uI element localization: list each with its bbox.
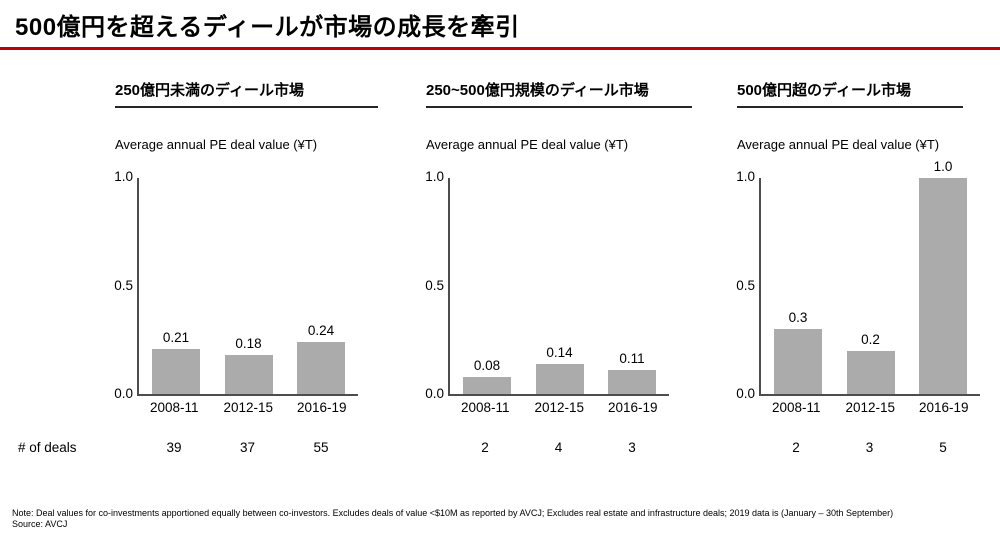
bar-value-label: 0.18 — [235, 336, 262, 351]
y-tick-label: 1.0 — [425, 169, 444, 184]
chart-panel-over-50b: 500億円超のディール市場 Average annual PE deal val… — [736, 80, 980, 455]
bar-value-label: 0.3 — [788, 310, 808, 325]
bar-group: 0.08 0.14 0.11 — [450, 178, 669, 394]
bar-2012-15 — [535, 364, 584, 394]
y-tick-label: 0.0 — [114, 386, 133, 401]
chart-title: 250~500億円規模のディール市場 — [426, 80, 692, 108]
bar-slot: 0.21 — [152, 178, 200, 394]
bar-slot: 1.0 — [919, 159, 967, 394]
deals-row-label: # of deals — [18, 440, 77, 455]
x-tick-label: 2008-11 — [461, 400, 510, 415]
bar-2012-15 — [846, 351, 895, 394]
y-tick-label: 0.0 — [425, 386, 444, 401]
deal-count: 5 — [939, 440, 947, 455]
bar-slot: 0.3 — [774, 178, 822, 394]
x-axis-labels: 2008-11 2012-15 2016-19 — [137, 400, 358, 415]
x-tick-label: 2008-11 — [772, 400, 821, 415]
y-tick-label: 0.5 — [736, 278, 755, 293]
chart-panel-25b-to-50b: 250~500億円規模のディール市場 Average annual PE dea… — [425, 80, 692, 455]
chart-panel-under-25b: 250億円未満のディール市場 Average annual PE deal va… — [114, 80, 378, 455]
x-tick-label: 2016-19 — [297, 400, 347, 415]
bar-slot: 0.18 — [224, 178, 273, 394]
bar-slot: 0.11 — [608, 178, 656, 394]
x-tick-label: 2008-11 — [150, 400, 199, 415]
plot-area: 1.0 0.5 0.0 0.08 0.14 0.11 — [425, 169, 669, 401]
bar-value-label: 0.08 — [473, 358, 501, 373]
x-tick-label: 2016-19 — [919, 400, 969, 415]
y-axis-title: Average annual PE deal value (¥T) — [737, 137, 940, 152]
bar-2016-19 — [919, 178, 967, 394]
bar-2008-11 — [774, 329, 822, 394]
source-text: Source: AVCJ — [12, 519, 68, 529]
bar-value-label: 0.11 — [619, 351, 645, 366]
bar-group: 0.3 0.2 1.0 — [761, 159, 980, 394]
title-accent-rule — [0, 47, 1000, 50]
chart-title: 500億円超のディール市場 — [737, 80, 963, 108]
deal-count: 39 — [166, 440, 182, 455]
plot-area: 1.0 0.5 0.0 0.21 0.18 0.24 — [114, 169, 358, 401]
deal-count-row: 2 4 3 — [448, 440, 669, 455]
x-tick-label: 2016-19 — [608, 400, 658, 415]
y-tick-label: 1.0 — [114, 169, 133, 184]
deal-count: 37 — [239, 440, 256, 455]
page-title: 500億円を超えるディールが市場の成長を牽引 — [15, 14, 520, 41]
y-tick-label: 0.5 — [425, 278, 444, 293]
bar-value-label: 1.0 — [933, 159, 953, 174]
bar-2008-11 — [152, 349, 200, 394]
x-axis-labels: 2008-11 2012-15 2016-19 — [759, 400, 980, 415]
deal-count: 3 — [865, 440, 874, 455]
deal-count: 4 — [554, 440, 563, 455]
deal-count: 3 — [628, 440, 636, 455]
deal-count: 2 — [481, 440, 489, 455]
note-text: Note: Deal values for co-investments app… — [12, 508, 894, 518]
deal-count: 55 — [313, 440, 329, 455]
y-tick-label: 0.0 — [736, 386, 755, 401]
bar-slot: 0.14 — [535, 178, 584, 394]
plot-area: 1.0 0.5 0.0 0.3 0.2 1.0 — [736, 159, 980, 401]
bar-2016-19 — [297, 342, 345, 394]
x-axis-labels: 2008-11 2012-15 2016-19 — [448, 400, 669, 415]
bar-value-label: 0.14 — [546, 345, 573, 360]
deal-count: 2 — [792, 440, 800, 455]
bar-value-label: 0.21 — [162, 330, 190, 345]
footnote: Note: Deal values for co-investments app… — [12, 508, 893, 530]
deal-count-row: 39 37 55 — [137, 440, 358, 455]
bar-group: 0.21 0.18 0.24 — [139, 178, 358, 394]
deal-count-row: 2 3 5 — [759, 440, 980, 455]
bar-2008-11 — [463, 377, 511, 394]
bar-2012-15 — [224, 355, 273, 394]
bar-value-label: 0.24 — [307, 323, 335, 338]
y-axis-title: Average annual PE deal value (¥T) — [115, 137, 318, 152]
bar-value-label: 0.2 — [861, 332, 880, 347]
x-tick-label: 2012-15 — [534, 400, 585, 415]
chart-title: 250億円未満のディール市場 — [115, 80, 378, 108]
x-tick-label: 2012-15 — [223, 400, 274, 415]
x-tick-label: 2012-15 — [845, 400, 896, 415]
y-tick-label: 0.5 — [114, 278, 133, 293]
bar-slot: 0.08 — [463, 178, 511, 394]
bar-2016-19 — [608, 370, 656, 394]
y-axis-title: Average annual PE deal value (¥T) — [426, 137, 629, 152]
y-tick-label: 1.0 — [736, 169, 755, 184]
bar-slot: 0.2 — [846, 178, 895, 394]
bar-slot: 0.24 — [297, 178, 345, 394]
